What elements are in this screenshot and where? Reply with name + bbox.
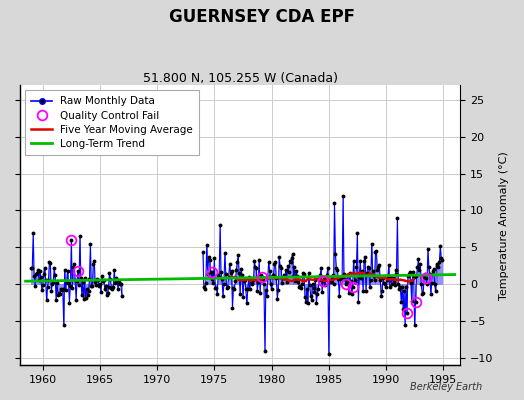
Text: Berkeley Earth: Berkeley Earth bbox=[410, 382, 482, 392]
Y-axis label: Temperature Anomaly (°C): Temperature Anomaly (°C) bbox=[499, 151, 509, 300]
Legend: Raw Monthly Data, Quality Control Fail, Five Year Moving Average, Long-Term Tren: Raw Monthly Data, Quality Control Fail, … bbox=[25, 90, 200, 155]
Title: 51.800 N, 105.255 W (Canada): 51.800 N, 105.255 W (Canada) bbox=[143, 72, 337, 85]
Text: GUERNSEY CDA EPF: GUERNSEY CDA EPF bbox=[169, 8, 355, 26]
